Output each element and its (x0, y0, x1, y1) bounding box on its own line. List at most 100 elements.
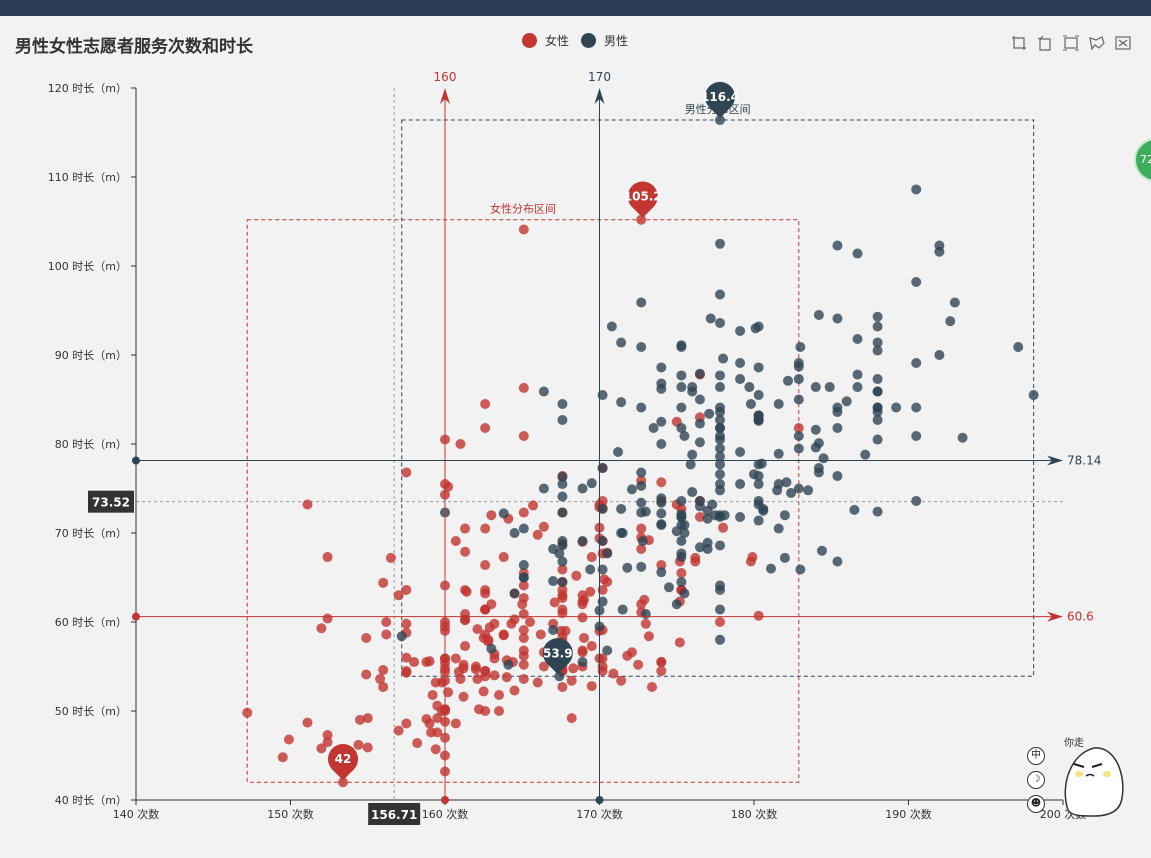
mark-line-start-dot (595, 796, 604, 804)
scatter-point-male (872, 402, 883, 413)
scatter-point-male (832, 422, 843, 433)
scatter-point-male (676, 495, 687, 506)
scatter-point-female (393, 725, 404, 736)
lasso-select-icon[interactable] (1088, 34, 1106, 52)
scatter-point-male (872, 506, 883, 517)
mascot-tool-chinese[interactable]: 中 (1027, 747, 1045, 765)
scatter-point-male (849, 504, 860, 515)
scatter-point-male (753, 321, 764, 332)
scatter-point-male (557, 491, 568, 502)
scatter-point-male (810, 382, 821, 393)
scatter-point-male (637, 536, 648, 547)
scatter-point-female (586, 681, 597, 692)
scatter-point-male (597, 536, 608, 547)
scatter-point-female (353, 739, 364, 750)
scatter-point-male (803, 485, 814, 496)
region-zoom-icon[interactable] (1010, 34, 1028, 52)
scatter-point-female (378, 665, 389, 676)
scatter-point-male (616, 397, 627, 408)
mascot-icon[interactable]: 你走 (1060, 736, 1130, 818)
scatter-point-female (302, 717, 313, 728)
zoom-reset-icon[interactable] (1036, 34, 1054, 52)
scatter-point-male (676, 402, 687, 413)
scatter-point-male (617, 604, 628, 615)
scatter-point-female (518, 224, 529, 235)
scatter-point-male (597, 503, 608, 514)
scatter-point-male (557, 556, 568, 567)
scatter-point-male (765, 563, 776, 574)
scatter-point-male (852, 369, 863, 380)
scatter-point-male (656, 439, 667, 449)
scatter-point-female (577, 599, 588, 610)
scatter-point-female (656, 477, 667, 488)
legend-item-male[interactable]: 男性 (581, 32, 628, 49)
scatter-point-female (458, 691, 469, 702)
scatter-point-female (557, 564, 568, 575)
scatter-point-female (489, 670, 500, 681)
scatter-point-female (427, 689, 438, 700)
mark-line-label: 60.6 (1067, 610, 1094, 624)
scatter-point-male (509, 528, 520, 538)
scatter-point-female (361, 669, 372, 680)
scatter-point-male (676, 511, 687, 522)
scatter-point-male (793, 358, 804, 369)
legend-item-female[interactable]: 女性 (522, 32, 569, 49)
scatter-point-female (557, 592, 568, 603)
mascot-tool-night[interactable]: ☽ (1027, 771, 1045, 789)
scatter-point-male (616, 503, 627, 514)
scatter-point-female (478, 686, 489, 697)
mascot-speech: 你走 (1064, 736, 1084, 749)
scatter-point-male (718, 353, 729, 364)
scatter-point-female (571, 570, 582, 581)
scatter-point-male (557, 479, 568, 490)
y-tick-label: 60 时长（m） (55, 616, 127, 629)
scatter-point-male (705, 313, 716, 324)
y-tick-label: 110 时长（m） (48, 171, 127, 184)
scatter-point-female (585, 586, 596, 597)
scatter-point-female (480, 629, 491, 640)
scatter-point-female (453, 666, 464, 677)
scatter-point-male (911, 184, 922, 195)
scatter-point-male (640, 608, 651, 619)
scatter-point-male (679, 588, 690, 599)
scatter-point-female (480, 584, 491, 595)
scatter-point-female (421, 714, 432, 725)
scatter-point-male (671, 599, 682, 610)
scatter-point-male (656, 567, 667, 578)
scatter-point-female (460, 584, 471, 595)
scatter-point-male (816, 545, 827, 556)
scatter-point-female (640, 618, 651, 629)
scatter-point-female (409, 657, 420, 668)
scatter-point-female (690, 552, 701, 563)
clear-select-icon[interactable] (1114, 34, 1132, 52)
scatter-point-female (470, 664, 481, 675)
scatter-point-male (793, 374, 804, 385)
x-tick-label: 190 次数 (885, 807, 932, 821)
scatter-point-female (401, 665, 412, 676)
scatter-point-male (715, 422, 726, 433)
scatter-point-female (506, 618, 517, 629)
x-tick-label: 180 次数 (731, 807, 778, 821)
chart-title: 男性女性志愿者服务次数和时长 (15, 37, 253, 57)
scatter-point-female (430, 744, 441, 755)
scatter-point-female (322, 730, 333, 741)
mark-line-start-dot (132, 612, 140, 621)
scatter-point-male (636, 561, 647, 572)
scatter-point-female (636, 523, 647, 534)
scatter-point-male (773, 398, 784, 409)
rect-select-icon[interactable] (1062, 34, 1080, 52)
scatter-point-male (753, 410, 764, 421)
scatter-point-female (393, 590, 404, 601)
mascot-tool-dress[interactable]: ☻ (1027, 795, 1045, 813)
scatter-point-male (676, 576, 687, 587)
scatter-point-male (715, 540, 726, 551)
scatter-point-male (687, 449, 698, 460)
scatter-point-male (503, 659, 514, 670)
scatter-point-male (656, 519, 667, 530)
scatter-point-male (676, 340, 687, 351)
scatter-point-male (911, 277, 922, 288)
scatter-point-male (891, 402, 902, 413)
scatter-point-male (735, 374, 746, 385)
scatter-point-male (715, 238, 726, 249)
scatter-point-female (486, 510, 497, 521)
